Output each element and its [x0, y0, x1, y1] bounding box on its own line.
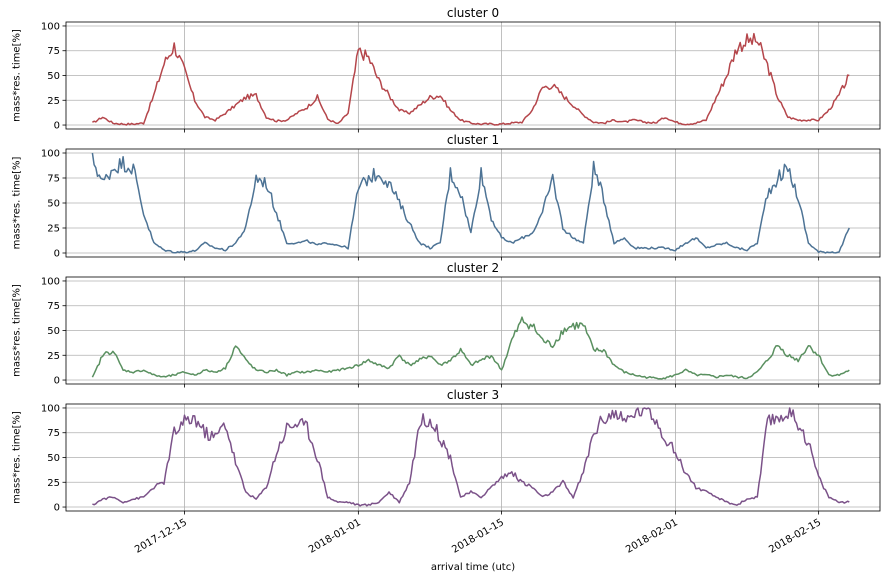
x-axis-label: arrival time (utc) — [431, 562, 515, 573]
x-tick-label: 2017-12-15 — [133, 517, 189, 556]
series-line-cluster-1 — [91, 152, 850, 254]
y-tick-label: 100 — [41, 149, 60, 160]
y-tick-label: 75 — [47, 301, 60, 312]
y-tick-label: 25 — [47, 351, 60, 362]
y-tick-label: 25 — [47, 224, 60, 235]
y-axis-label: mass*res. time[%] — [12, 284, 23, 377]
panel-title: cluster 1 — [447, 133, 499, 147]
y-tick-label: 75 — [47, 174, 60, 185]
panel-title: cluster 3 — [447, 388, 499, 402]
y-tick-label: 75 — [47, 428, 60, 439]
x-tick-label: 2018-02-01 — [624, 517, 680, 556]
panel-title: cluster 0 — [447, 6, 499, 20]
y-tick-label: 0 — [54, 376, 60, 387]
x-tick-label: 2018-01-01 — [307, 517, 363, 556]
y-tick-label: 100 — [41, 403, 60, 414]
y-tick-label: 100 — [41, 276, 60, 287]
y-tick-label: 50 — [47, 326, 60, 337]
y-axis-label: mass*res. time[%] — [12, 411, 23, 504]
panel-2: 0 25 50 75 100 cluster 2 mass*res. time[%] — [12, 261, 881, 388]
x-tick-label: 2018-01-15 — [450, 517, 506, 556]
y-tick-label: 50 — [47, 199, 60, 210]
y-axis-label: mass*res. time[%] — [12, 29, 23, 122]
panel-1: 0 25 50 75 100 cluster 1 mass*res. time[%] — [12, 133, 881, 261]
series-line-cluster-0 — [91, 32, 850, 126]
y-tick-label: 25 — [47, 478, 60, 489]
y-tick-label: 50 — [47, 453, 60, 464]
y-tick-label: 100 — [41, 21, 60, 32]
y-tick-label: 75 — [47, 46, 60, 57]
panel-0: 0 25 50 75 100 cluster 0 mass*res. time[%] — [12, 6, 881, 133]
x-tick-label: 2018-02-15 — [767, 517, 823, 556]
y-tick-label: 0 — [54, 503, 60, 514]
y-axis-label: mass*res. time[%] — [12, 157, 23, 250]
y-tick-label: 25 — [47, 96, 60, 107]
y-tick-label: 0 — [54, 121, 60, 132]
y-tick-label: 0 — [54, 249, 60, 260]
series-line-cluster-3 — [92, 407, 850, 507]
panel-3: 0 25 50 75 100 cluster 3 mass*res. time[%] — [12, 388, 881, 515]
y-tick-label: 50 — [47, 71, 60, 82]
panel-title: cluster 2 — [447, 261, 499, 275]
series-line-cluster-2 — [91, 316, 850, 380]
